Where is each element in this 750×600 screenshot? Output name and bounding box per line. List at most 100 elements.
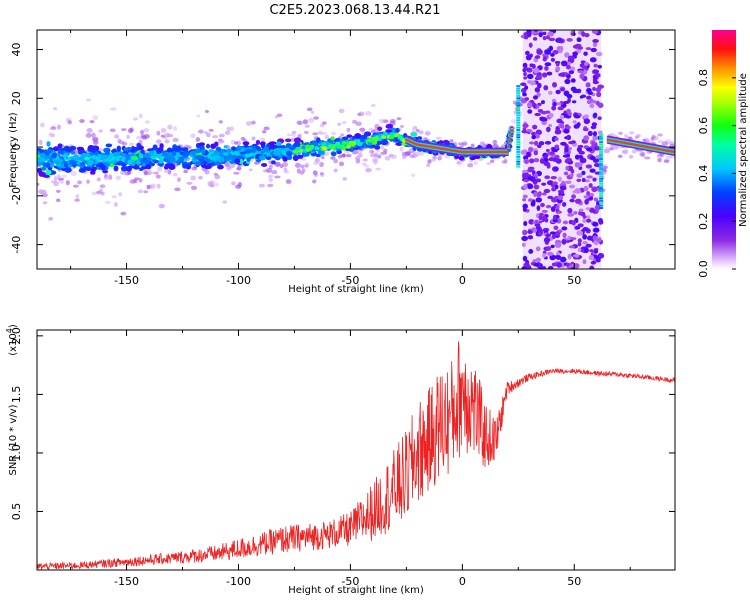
spectrogram-cell [172,137,179,143]
x-tick-label: -50 [341,274,359,287]
spectrogram-cell [224,161,230,167]
spectrogram-cell [546,251,554,257]
spectrogram-cell [163,169,170,174]
spectrogram-cell [203,164,212,170]
spectrogram-peak [295,146,301,151]
spectrogram-cell [567,212,574,217]
snr-y-label: SNR (10 * v/v) [8,404,19,475]
spectrogram-cell [529,80,536,86]
spectrogram-cell [198,142,205,147]
spectrogram-cell [276,113,283,117]
spectrogram-cell [324,134,330,140]
spectrogram-cell [473,161,478,165]
spectrogram-cell [523,71,528,77]
spectrogram-cell [156,130,161,136]
spectrogram-cell [65,180,70,186]
spectrogram-cell [564,158,570,164]
snr-series-line [37,341,675,570]
spectrogram-axes: -150 -100 -50 0 50 -40 -20 0 20 40 [10,30,675,287]
spectrogram-cell [566,38,573,42]
spectrogram-cell [540,100,545,105]
spectrogram-cell [242,141,250,146]
spectrogram-cell [120,156,126,162]
spectrogram-cell [109,128,116,133]
spectrogram-edge-streak [599,197,604,200]
spectrogram-cell [551,187,557,192]
spectrogram-cell [364,131,372,137]
spectrogram-cell [534,178,542,183]
spectrogram-cell [37,182,40,187]
spectrogram-cell [266,167,273,173]
spectrogram-cell [374,145,381,150]
spectrogram-edge-streak [516,163,521,166]
spectrogram-cell [78,156,85,161]
spectrogram-edge-streak [599,199,604,202]
spectrogram-cell [132,117,139,121]
x-tick-label: -100 [226,575,251,588]
spectrogram-cell [263,146,269,153]
spectrogram-edge-streak [516,121,521,124]
spectrogram-cell [313,161,319,165]
spectrogram-cell [539,158,545,164]
spectrogram-cell [396,117,402,121]
spectrogram-cell [467,163,474,168]
spectrogram-cell [564,146,569,153]
spectrogram-cell [73,154,79,159]
spectrogram-cell [79,119,85,124]
spectrogram-edge-streak [599,204,604,207]
spectrogram-cell [258,183,266,188]
spectrogram-cell [140,129,144,135]
spectrogram-edge-streak [516,124,521,127]
spectrogram-cell [236,167,242,171]
spectrogram-cell [53,175,58,182]
spectrogram-cell [582,215,587,219]
spectrogram-cell [576,146,582,153]
spectrogram-cell [461,141,467,146]
spectrogram-cell [528,248,534,254]
spectrogram-cell [340,133,345,137]
spectrogram-cell [536,49,543,55]
spectrogram-cell [286,133,293,137]
spectrogram-cell [410,173,416,177]
spectrogram-cell [113,165,119,172]
spectrogram-cell [214,161,221,166]
spectrogram-cell [375,167,382,171]
spectrogram-cell [601,165,609,170]
spectrogram-cell [557,195,564,201]
spectrogram-edge-streak [516,94,521,97]
spectrogram-cell [120,128,127,132]
spectrogram-cell [251,120,256,125]
spectrogram-cell [567,55,574,60]
spectrogram-cell [591,186,598,193]
spectrogram-cell [590,260,597,265]
spectrogram-cell [665,155,673,159]
spectrogram-cell [548,90,553,95]
spectrogram-cell [577,155,584,159]
spectrogram-cell [526,129,533,133]
spectrogram-frame [36,29,676,270]
spectrogram-cell [147,148,154,152]
spectrogram-cell [218,140,223,144]
spectrogram-cell [597,130,603,135]
spectrogram-cell [567,97,571,103]
spectrogram-cell [583,135,590,141]
y-tick-label: 0.5 [10,503,23,520]
spectrogram-cell [389,119,396,123]
spectrogram-cell [212,155,219,161]
spectrogram-cell [522,194,528,199]
spectrogram-cell [592,131,598,137]
spectrogram-edge-streak [516,146,521,149]
spectrogram-cell [293,142,301,148]
spectrogram-cell [565,180,572,185]
spectrogram-cell [268,141,277,145]
spectrogram-cell [526,151,531,158]
spectrogram-cell [571,100,577,104]
spectrogram-cell [570,32,576,36]
spectrogram-cell [64,167,72,173]
spectrogram-cell [574,188,582,194]
spectrogram-cell [129,142,135,147]
spectrogram-cell [570,237,577,241]
spectrogram-cell [410,132,418,137]
spectrogram-cell [112,152,120,157]
spectrogram-edge-streak [599,133,604,136]
